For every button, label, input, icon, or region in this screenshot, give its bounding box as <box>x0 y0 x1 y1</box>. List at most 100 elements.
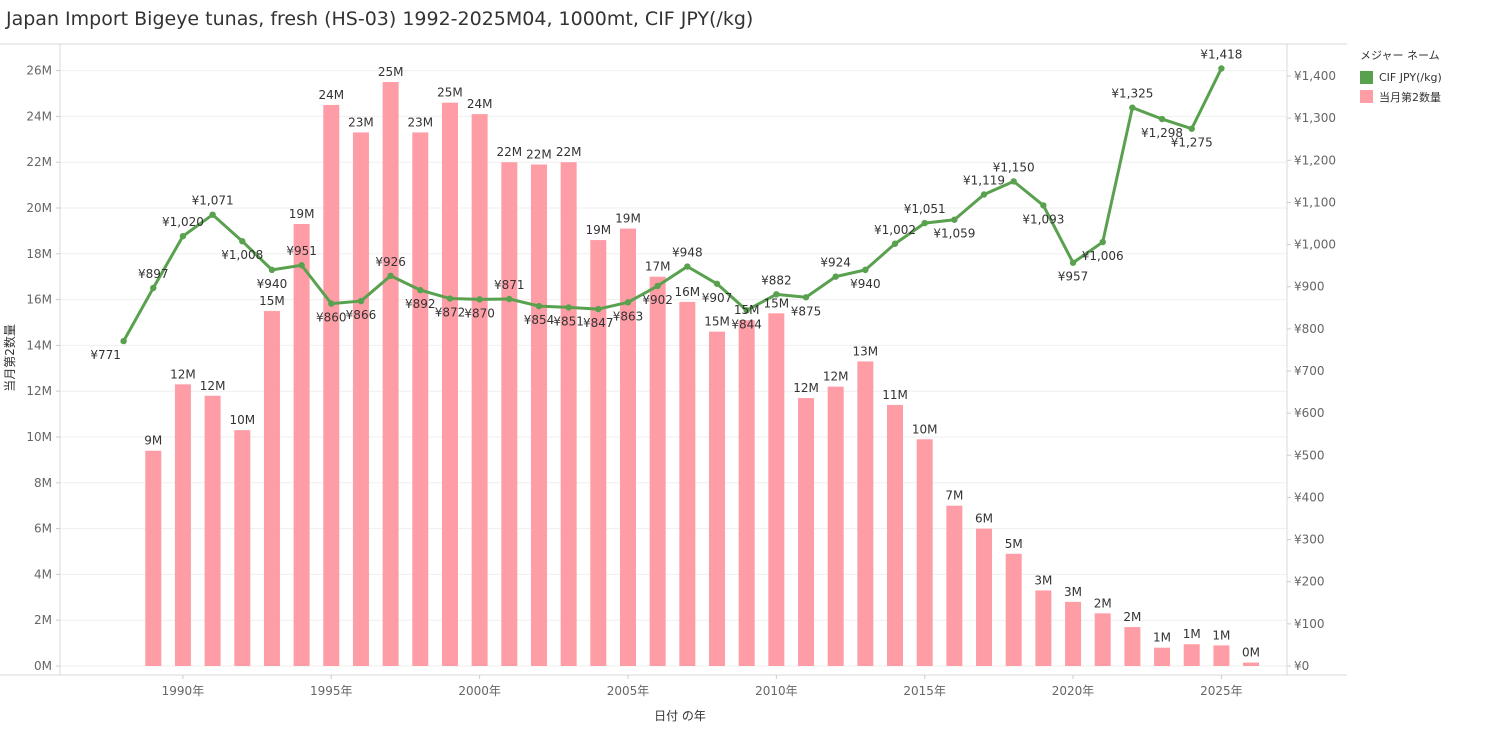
bar[interactable] <box>471 114 488 667</box>
bar[interactable] <box>1065 601 1082 666</box>
line-point[interactable] <box>980 191 988 198</box>
line-point[interactable] <box>624 299 632 306</box>
y-right-tick-label: ¥500 <box>1294 448 1325 462</box>
bar[interactable] <box>145 450 162 666</box>
line-value-label: ¥1,325 <box>1111 87 1153 101</box>
line-point[interactable] <box>446 295 454 302</box>
line-point[interactable] <box>1069 259 1077 266</box>
line-value-label: ¥872 <box>435 306 466 320</box>
line-point[interactable] <box>179 232 187 240</box>
y-left-tick-label: 4M <box>34 567 52 581</box>
bar[interactable] <box>174 384 191 666</box>
line-point[interactable] <box>1010 178 1017 185</box>
data-labels: 9M 12M 12M 10M 15M 19M 24M 23M 25M 23M 25M 24M 22M 22… <box>90 47 1260 659</box>
line-point[interactable] <box>506 295 513 303</box>
line-point[interactable] <box>565 304 572 311</box>
bar[interactable] <box>1213 645 1230 666</box>
bar-value-label: 10M <box>912 422 938 436</box>
line-point[interactable] <box>1129 104 1136 111</box>
bar[interactable] <box>857 361 874 666</box>
bar[interactable] <box>412 132 429 666</box>
legend-title: メジャー ネーム <box>1360 49 1440 62</box>
bar[interactable] <box>619 228 636 667</box>
line-point[interactable] <box>684 263 691 270</box>
line-point[interactable] <box>951 216 958 223</box>
line-point[interactable] <box>150 284 157 292</box>
line-value-label: ¥1,071 <box>192 194 234 208</box>
bar[interactable] <box>916 439 933 666</box>
x-tick-label: 2025年 <box>1200 684 1243 698</box>
line-point[interactable] <box>387 272 394 279</box>
line-value-label: ¥902 <box>642 293 673 307</box>
bar[interactable] <box>1183 644 1200 666</box>
line-point[interactable] <box>209 211 216 218</box>
line-point[interactable] <box>1158 115 1166 123</box>
bar-value-label: 12M <box>823 370 849 384</box>
bar[interactable] <box>1124 627 1141 666</box>
bar[interactable] <box>560 162 577 666</box>
bar[interactable] <box>827 386 844 666</box>
line-point[interactable] <box>417 286 424 294</box>
bar[interactable] <box>204 395 221 666</box>
line-point[interactable] <box>357 297 365 305</box>
bar[interactable] <box>234 430 251 666</box>
bar[interactable] <box>1094 613 1111 666</box>
y-right-tick-label: ¥0 <box>1294 659 1309 673</box>
bar-value-label: 5M <box>1005 537 1023 551</box>
bar[interactable] <box>441 102 458 666</box>
line-point[interactable] <box>239 238 246 245</box>
bar[interactable] <box>1154 647 1171 666</box>
bar[interactable] <box>679 301 696 666</box>
line-point[interactable] <box>802 294 810 301</box>
line-point[interactable] <box>832 273 839 280</box>
bar[interactable] <box>976 528 993 666</box>
bar[interactable] <box>946 505 963 666</box>
line-point[interactable] <box>862 266 869 274</box>
bar-value-label: 6M <box>975 512 993 526</box>
line-point[interactable] <box>328 300 335 307</box>
line-value-label: ¥897 <box>138 267 169 281</box>
line-value-label: ¥940 <box>257 277 288 291</box>
bar[interactable] <box>1035 590 1052 666</box>
bar[interactable] <box>263 311 280 666</box>
bar-value-label: 11M <box>882 388 908 402</box>
line-point[interactable] <box>1218 65 1225 72</box>
bar[interactable] <box>1243 662 1260 666</box>
line-value-label: ¥1,093 <box>1022 212 1064 226</box>
line-point[interactable] <box>595 305 602 313</box>
bar[interactable] <box>382 82 399 667</box>
bar[interactable] <box>738 320 755 666</box>
bar[interactable] <box>649 276 666 666</box>
line-point[interactable] <box>1188 125 1195 132</box>
bar-value-label: 2M <box>1094 596 1112 610</box>
line-point[interactable] <box>476 296 483 303</box>
bar[interactable] <box>798 398 815 666</box>
line-point[interactable] <box>921 219 928 227</box>
line-point[interactable] <box>298 262 305 269</box>
line-point[interactable] <box>773 291 780 298</box>
line-point[interactable] <box>1099 238 1106 246</box>
line-point[interactable] <box>535 302 543 310</box>
bar[interactable] <box>323 104 340 666</box>
line-point[interactable] <box>120 337 127 345</box>
line-point[interactable] <box>654 282 661 290</box>
bar[interactable] <box>1005 553 1022 666</box>
bar[interactable] <box>887 404 904 666</box>
y-right-tick-label: ¥900 <box>1294 280 1325 294</box>
line-point[interactable] <box>891 240 899 247</box>
line-point[interactable] <box>1040 202 1047 209</box>
legend-item-volume[interactable]: 当月第2数量 <box>1360 87 1442 106</box>
line-point[interactable] <box>268 266 276 274</box>
bar[interactable] <box>530 164 547 667</box>
bar[interactable] <box>590 240 607 666</box>
chart-title: Japan Import Bigeye tunas, fresh (HS-03)… <box>6 8 754 30</box>
bar[interactable] <box>352 132 369 666</box>
bar[interactable] <box>293 224 310 666</box>
legend-item-price[interactable]: CIF JPY(/kg) <box>1360 68 1442 87</box>
bar[interactable] <box>709 331 725 666</box>
bar[interactable] <box>501 162 518 666</box>
bar[interactable] <box>768 313 785 666</box>
line-value-label: ¥844 <box>731 317 762 331</box>
line-point[interactable] <box>743 307 750 314</box>
line-point[interactable] <box>713 280 721 287</box>
